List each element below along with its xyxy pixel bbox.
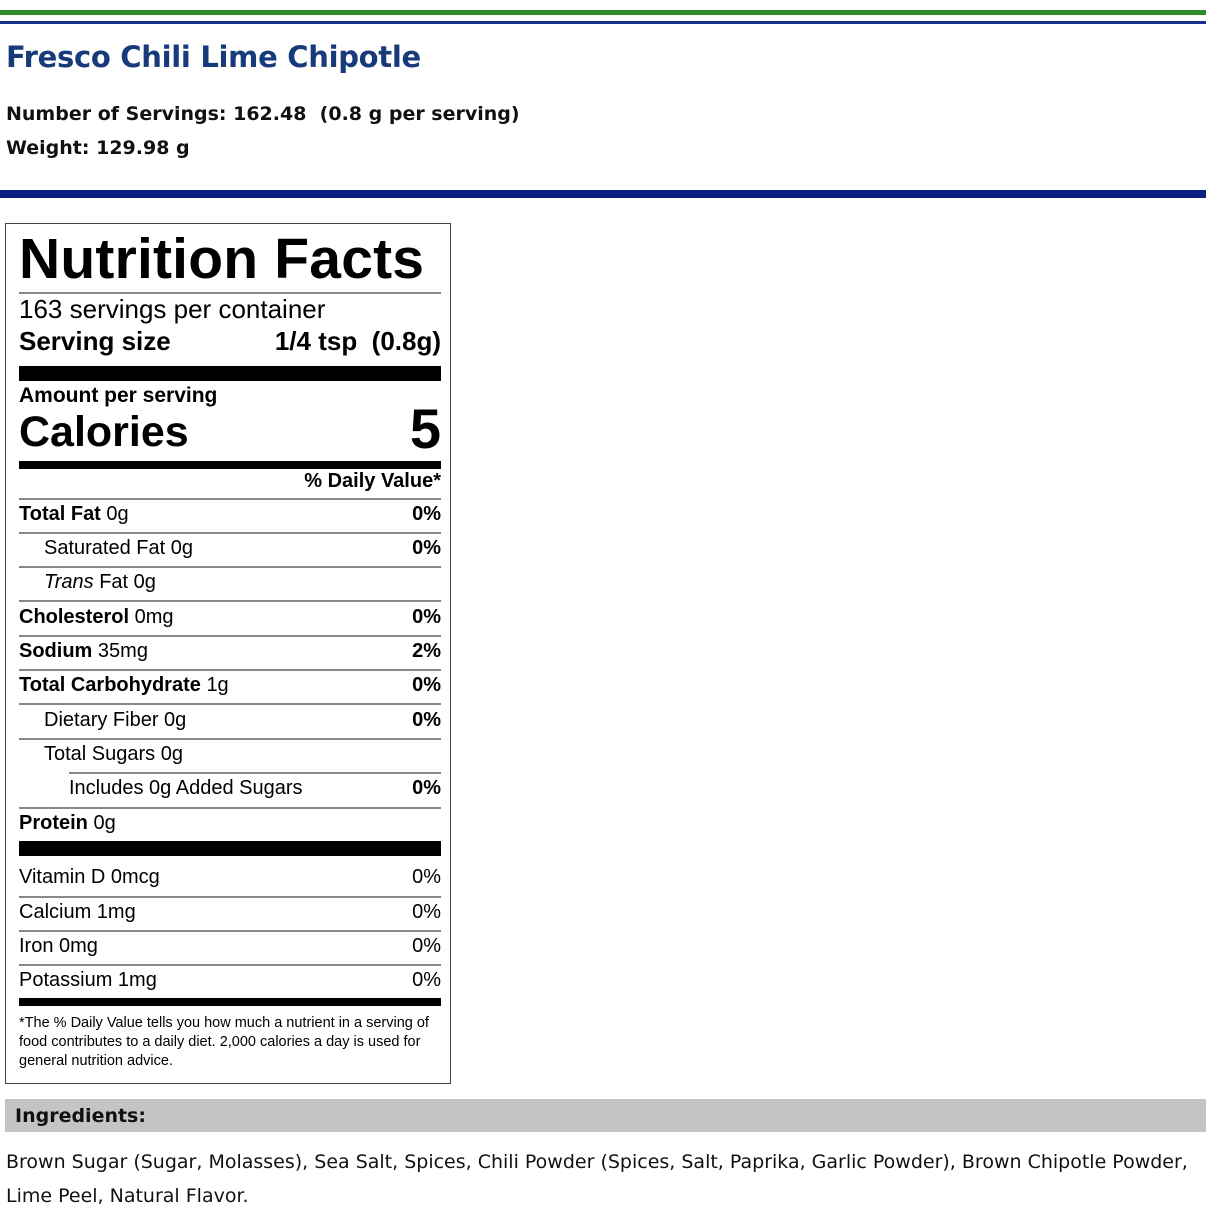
nutrient-row-added-sugars: Includes 0g Added Sugars — [69, 777, 303, 799]
section-divider — [0, 190, 1206, 198]
dv-total-carbohydrate: 0% — [412, 674, 441, 696]
vitamin-row-vitamin-d: Vitamin D 0mcg — [19, 866, 160, 888]
dv-calcium: 0% — [412, 901, 441, 923]
dv-saturated-fat: 0% — [412, 537, 441, 559]
servings-info: Number of Servings: 162.48 (0.8 g per se… — [6, 103, 520, 125]
vitamin-row-iron: Iron 0mg — [19, 935, 98, 957]
dv-iron: 0% — [412, 935, 441, 957]
top-blue-rule — [0, 21, 1206, 24]
nutrient-row-total-carbohydrate: Total Carbohydrate 1g — [19, 674, 229, 696]
rule-medium — [19, 461, 441, 469]
rule-thin — [19, 532, 441, 534]
nutrition-facts-label: Nutrition Facts 163 servings per contain… — [5, 223, 451, 1084]
rule-thin — [19, 566, 441, 568]
top-green-rule — [0, 10, 1206, 15]
nutrient-row-saturated-fat: Saturated Fat 0g — [44, 537, 193, 559]
weight-info: Weight: 129.98 g — [6, 137, 190, 159]
daily-value-header: % Daily Value* — [304, 470, 441, 492]
dv-vitamin-d: 0% — [412, 866, 441, 888]
nutrition-facts-title: Nutrition Facts — [19, 227, 425, 291]
rule-thin — [69, 772, 441, 774]
rule-thin — [19, 964, 441, 966]
rule-thin — [19, 896, 441, 898]
rule-thin — [19, 669, 441, 671]
nutrient-row-cholesterol: Cholesterol 0mg — [19, 606, 174, 628]
ingredients-header-bar: Ingredients: — [5, 1099, 1206, 1132]
dv-potassium: 0% — [412, 969, 441, 991]
dv-added-sugars: 0% — [412, 777, 441, 799]
nutrient-row-protein: Protein 0g — [19, 812, 116, 834]
rule-medium — [19, 998, 441, 1006]
rule-thin — [19, 738, 441, 740]
rule-thin — [19, 498, 441, 500]
ingredients-list: Brown Sugar (Sugar, Molasses), Sea Salt,… — [6, 1151, 1188, 1207]
amount-per-serving: Amount per serving — [19, 384, 218, 407]
dv-total-fat: 0% — [412, 503, 441, 525]
servings-per-container: 163 servings per container — [19, 294, 326, 324]
serving-size-label: Serving size — [19, 326, 171, 356]
rule-thick — [19, 841, 441, 856]
daily-value-footnote: *The % Daily Value tells you how much a … — [19, 1015, 429, 1069]
rule-thin — [19, 600, 441, 602]
calories-value: 5 — [409, 397, 441, 460]
ingredients-title: Ingredients: — [15, 1105, 146, 1127]
vitamin-row-potassium: Potassium 1mg — [19, 969, 157, 991]
vitamin-row-calcium: Calcium 1mg — [19, 901, 136, 923]
rule-thin — [19, 930, 441, 932]
nutrient-row-sodium: Sodium 35mg — [19, 640, 148, 662]
calories-label: Calories — [19, 408, 189, 456]
product-title: Fresco Chili Lime Chipotle — [6, 40, 421, 74]
nutrient-row-total-fat: Total Fat 0g — [19, 503, 129, 525]
dv-dietary-fiber: 0% — [412, 709, 441, 731]
dv-cholesterol: 0% — [412, 606, 441, 628]
nutrient-row-dietary-fiber: Dietary Fiber 0g — [44, 709, 187, 731]
nutrient-row-trans-fat: Trans Fat 0g — [44, 571, 156, 593]
rule-thin — [19, 703, 441, 705]
serving-size-value: 1/4 tsp (0.8g) — [274, 326, 441, 356]
dv-sodium: 2% — [412, 640, 441, 662]
nutrient-row-total-sugars: Total Sugars 0g — [44, 743, 183, 765]
rule-thin — [19, 635, 441, 637]
rule-thin — [19, 292, 441, 294]
rule-thick — [19, 366, 441, 381]
rule-thin — [19, 807, 441, 809]
